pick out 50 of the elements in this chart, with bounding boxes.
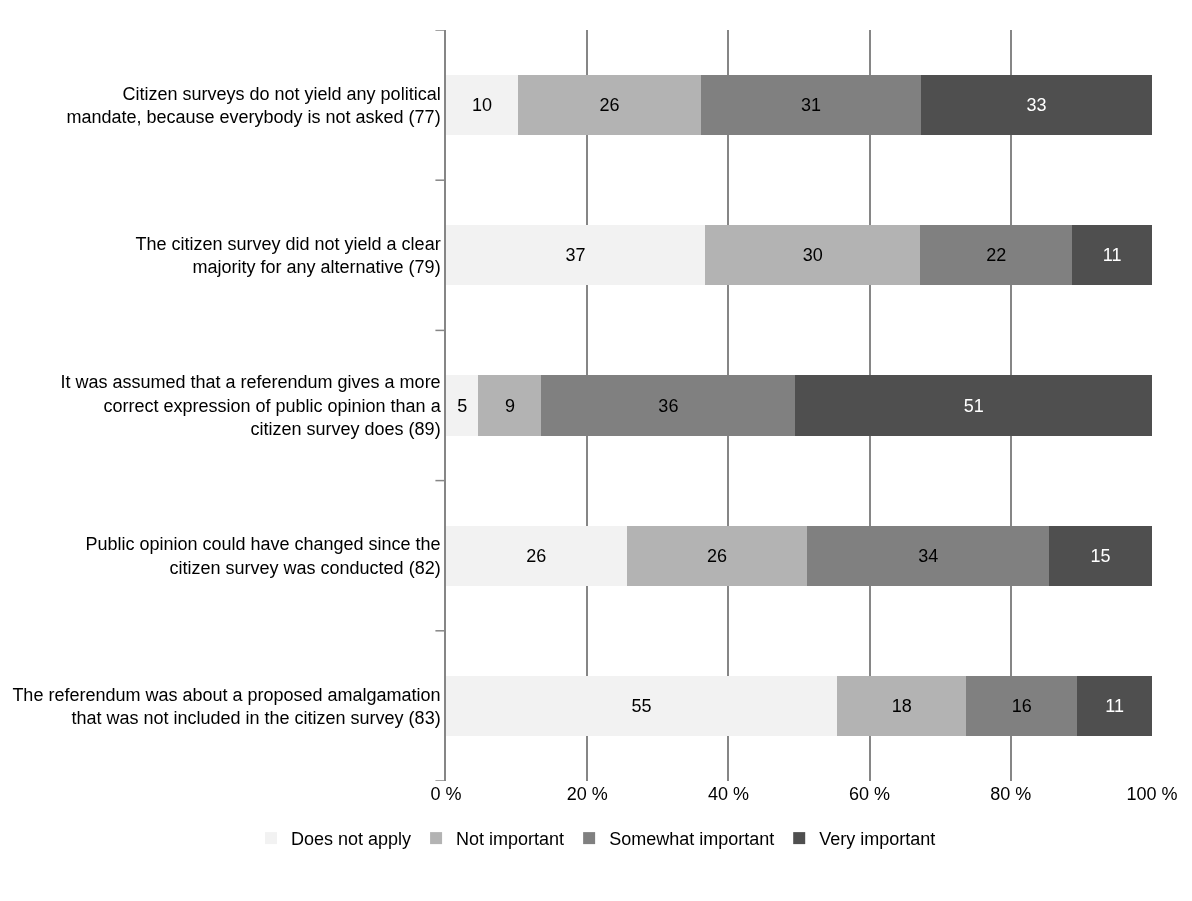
bar bbox=[446, 225, 706, 286]
legend-label: Not important bbox=[456, 829, 565, 850]
x-tick-label: 100 % bbox=[1126, 784, 1178, 804]
bar bbox=[626, 525, 808, 586]
data-label: 51 bbox=[963, 395, 984, 416]
legend-label: Does not apply bbox=[291, 829, 412, 850]
data-label: 10 bbox=[471, 95, 493, 116]
data-label: 30 bbox=[802, 245, 823, 266]
x-tick-label: 60 % bbox=[849, 784, 891, 804]
data-label: 11 bbox=[1102, 245, 1122, 266]
data-label: 22 bbox=[986, 245, 1007, 266]
data-label: 16 bbox=[1011, 695, 1032, 716]
bar bbox=[518, 75, 701, 136]
data-label: 11 bbox=[1105, 695, 1124, 716]
x-tick-label: 20 % bbox=[566, 784, 608, 804]
x-tick-label: 40 % bbox=[707, 784, 749, 804]
bar bbox=[446, 375, 479, 436]
y-tick-label: The citizen survey did not yield a clear majority for any alternative (79) bbox=[135, 233, 441, 278]
bar bbox=[1072, 225, 1152, 286]
x-tick-label: 80 % bbox=[990, 784, 1032, 804]
data-label: 18 bbox=[891, 695, 912, 716]
bar bbox=[837, 675, 967, 736]
data-label: 36 bbox=[658, 395, 679, 416]
data-label: 34 bbox=[918, 545, 939, 566]
legend-label: Very important bbox=[819, 829, 936, 850]
data-label: 26 bbox=[599, 95, 620, 116]
y-tick-label: Public opinion could have changed since the citizen survey was conducted (82) bbox=[85, 534, 441, 578]
y-tick-label: Citizen surveys do not yield any political mandate, because everybody is not asked (77) bbox=[66, 83, 441, 128]
bar bbox=[1048, 525, 1152, 586]
data-label: 37 bbox=[565, 245, 586, 266]
x-tick-label: 0 % bbox=[430, 784, 462, 804]
data-label: 26 bbox=[526, 545, 547, 566]
data-label: 15 bbox=[1090, 545, 1111, 566]
bar bbox=[795, 375, 1152, 436]
data-label: 26 bbox=[707, 545, 728, 566]
bar bbox=[478, 375, 542, 436]
bar bbox=[446, 675, 838, 736]
data-label: 55 bbox=[631, 695, 652, 716]
data-label: 5 bbox=[457, 395, 468, 416]
bar bbox=[921, 75, 1152, 136]
bar bbox=[446, 525, 627, 586]
bar bbox=[705, 225, 921, 286]
y-tick-label: It was assumed that a referendum gives a more correct expression of public opinion than a citizen survey does (89) bbox=[60, 372, 442, 440]
bar bbox=[446, 75, 519, 136]
data-label: 9 bbox=[504, 395, 515, 416]
data-label: 31 bbox=[800, 95, 822, 116]
bar bbox=[1077, 675, 1152, 736]
data-label: 33 bbox=[1026, 95, 1047, 116]
legend-label: Somewhat important bbox=[609, 829, 775, 850]
y-tick-label: The referendum was about a proposed amalgamation that was not included in the citizen survey (83) bbox=[12, 684, 441, 728]
